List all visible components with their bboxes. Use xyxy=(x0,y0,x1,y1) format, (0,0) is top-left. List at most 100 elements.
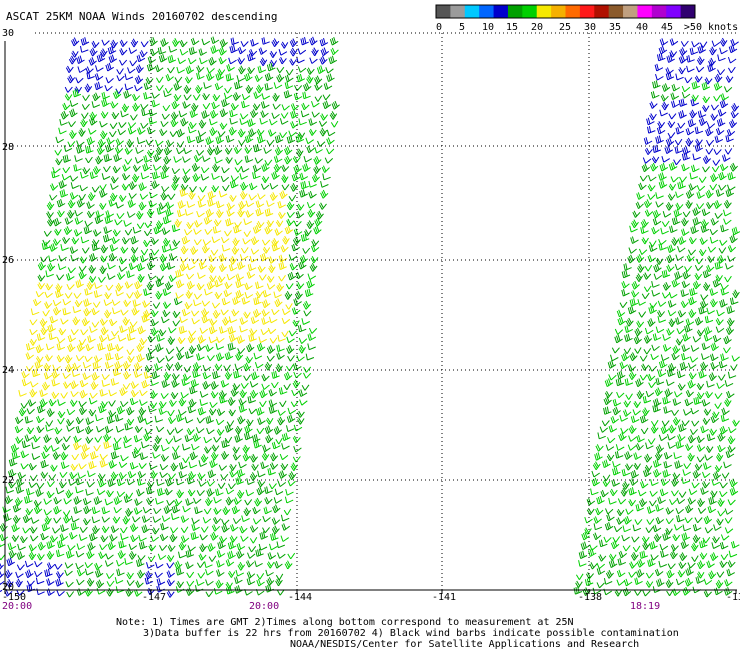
wind-barb xyxy=(74,155,83,163)
wind-barb xyxy=(76,55,85,65)
wind-barb xyxy=(222,184,230,192)
wind-barb xyxy=(648,305,657,315)
wind-barb xyxy=(148,544,157,552)
wind-barb xyxy=(215,488,224,497)
wind-barb xyxy=(126,270,135,279)
wind-barb xyxy=(147,126,156,135)
wind-barb xyxy=(257,265,266,273)
wind-barb xyxy=(52,364,61,371)
wind-barb xyxy=(638,311,647,318)
wind-barb xyxy=(126,580,135,587)
wind-barb xyxy=(104,425,114,434)
wind-barb xyxy=(290,462,298,472)
wind-barb xyxy=(685,200,693,209)
wind-barb xyxy=(78,265,87,272)
wind-barb xyxy=(156,207,166,215)
wind-barb xyxy=(165,139,175,148)
wind-barb xyxy=(706,122,716,129)
wind-barb xyxy=(221,98,230,108)
wind-barb xyxy=(111,299,121,306)
wind-barb xyxy=(94,282,103,289)
wind-barb xyxy=(124,558,133,565)
wind-barb xyxy=(602,459,611,469)
wind-barb xyxy=(677,246,686,253)
wind-barb xyxy=(705,127,714,137)
wind-barb xyxy=(644,453,653,463)
wind-barb xyxy=(161,113,170,120)
wind-barb xyxy=(268,405,278,414)
wind-barb xyxy=(318,120,328,127)
wind-barb xyxy=(575,573,584,580)
wind-barb xyxy=(67,199,76,209)
wind-barb xyxy=(58,255,67,262)
wind-barb xyxy=(99,544,108,551)
wind-barb xyxy=(236,549,245,559)
wind-barb xyxy=(703,334,713,342)
wind-barb xyxy=(6,579,14,588)
wind-barb xyxy=(308,118,318,126)
wind-barb xyxy=(726,128,736,137)
wind-barb xyxy=(80,118,88,128)
wind-barb xyxy=(171,504,181,514)
wind-barb xyxy=(75,551,85,558)
wind-barb xyxy=(192,94,201,101)
wind-barb xyxy=(88,397,98,405)
wind-barb xyxy=(666,264,675,272)
wind-barb xyxy=(22,527,31,534)
wind-barb xyxy=(623,516,632,525)
wind-barb xyxy=(684,77,693,84)
wind-barb xyxy=(45,283,54,291)
wind-barb xyxy=(129,397,139,406)
wind-barb xyxy=(603,396,612,406)
wind-barb xyxy=(160,454,169,462)
wind-barb xyxy=(69,175,79,182)
wind-barb xyxy=(309,36,318,46)
wind-barb xyxy=(702,537,711,544)
wind-barb xyxy=(182,505,191,513)
wind-barb xyxy=(68,121,76,128)
wind-barb xyxy=(174,560,183,570)
wind-barb xyxy=(628,425,637,434)
wind-barb xyxy=(128,543,138,551)
wind-barb xyxy=(151,99,160,108)
wind-barb xyxy=(237,208,245,218)
wind-barb xyxy=(621,352,630,362)
wind-barb xyxy=(278,387,288,395)
wind-barb xyxy=(634,577,643,585)
wind-barb xyxy=(228,333,238,343)
wind-barb xyxy=(76,588,86,596)
wind-barb xyxy=(112,442,122,451)
wind-barb xyxy=(674,460,683,469)
wind-barb xyxy=(712,159,721,166)
wind-barb xyxy=(596,562,606,569)
wind-barb xyxy=(19,535,28,544)
wind-barb xyxy=(221,523,230,533)
wind-barb xyxy=(714,212,723,219)
wind-barb xyxy=(130,253,139,263)
wind-barb xyxy=(147,335,156,343)
wind-barb xyxy=(144,365,153,373)
wind-barb xyxy=(95,210,105,218)
wind-barb xyxy=(302,163,311,172)
wind-barb xyxy=(189,186,197,193)
wind-barb xyxy=(273,426,283,435)
wind-barb xyxy=(272,103,281,110)
wind-barb xyxy=(24,560,34,568)
wind-barb xyxy=(648,174,657,182)
wind-barb xyxy=(146,62,156,72)
wind-barb xyxy=(676,514,685,523)
wind-barb xyxy=(175,269,184,278)
wind-barb xyxy=(209,401,218,408)
wind-barb xyxy=(701,105,710,112)
wind-barb xyxy=(640,218,649,228)
wind-barb xyxy=(231,245,240,255)
wind-barb xyxy=(645,572,654,579)
wind-barb xyxy=(232,383,241,391)
wind-barb xyxy=(265,569,274,577)
wind-barb xyxy=(232,446,240,454)
wind-barb xyxy=(66,283,75,290)
wind-barb xyxy=(717,498,725,507)
wind-barb xyxy=(141,441,150,449)
wind-barb xyxy=(253,296,262,306)
wind-barb xyxy=(210,249,219,256)
